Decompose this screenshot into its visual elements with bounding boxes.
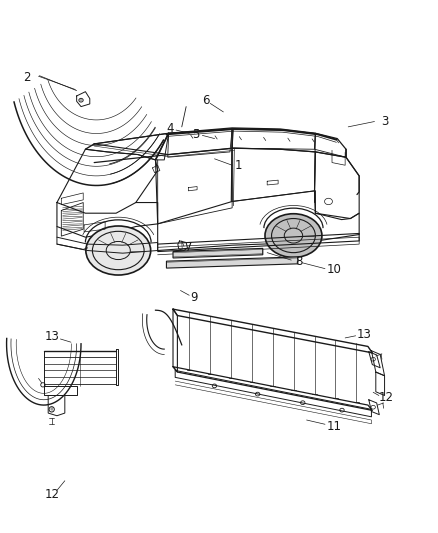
Text: 11: 11 [326, 420, 341, 433]
Text: 13: 13 [357, 328, 372, 341]
Text: 2: 2 [23, 71, 31, 84]
Text: 3: 3 [381, 115, 388, 128]
Polygon shape [166, 257, 298, 268]
Text: 9: 9 [190, 291, 198, 304]
Ellipse shape [265, 214, 322, 257]
Polygon shape [173, 248, 263, 258]
Ellipse shape [86, 226, 151, 275]
Text: 4: 4 [166, 123, 174, 135]
Text: 8: 8 [295, 255, 302, 268]
Text: 6: 6 [202, 94, 210, 107]
Text: 12: 12 [379, 391, 394, 403]
Text: 10: 10 [326, 263, 341, 276]
Text: 7: 7 [185, 241, 193, 254]
Text: 12: 12 [44, 488, 59, 501]
Text: 13: 13 [44, 330, 59, 343]
Text: 5: 5 [193, 128, 200, 141]
Text: 1: 1 [235, 159, 243, 172]
